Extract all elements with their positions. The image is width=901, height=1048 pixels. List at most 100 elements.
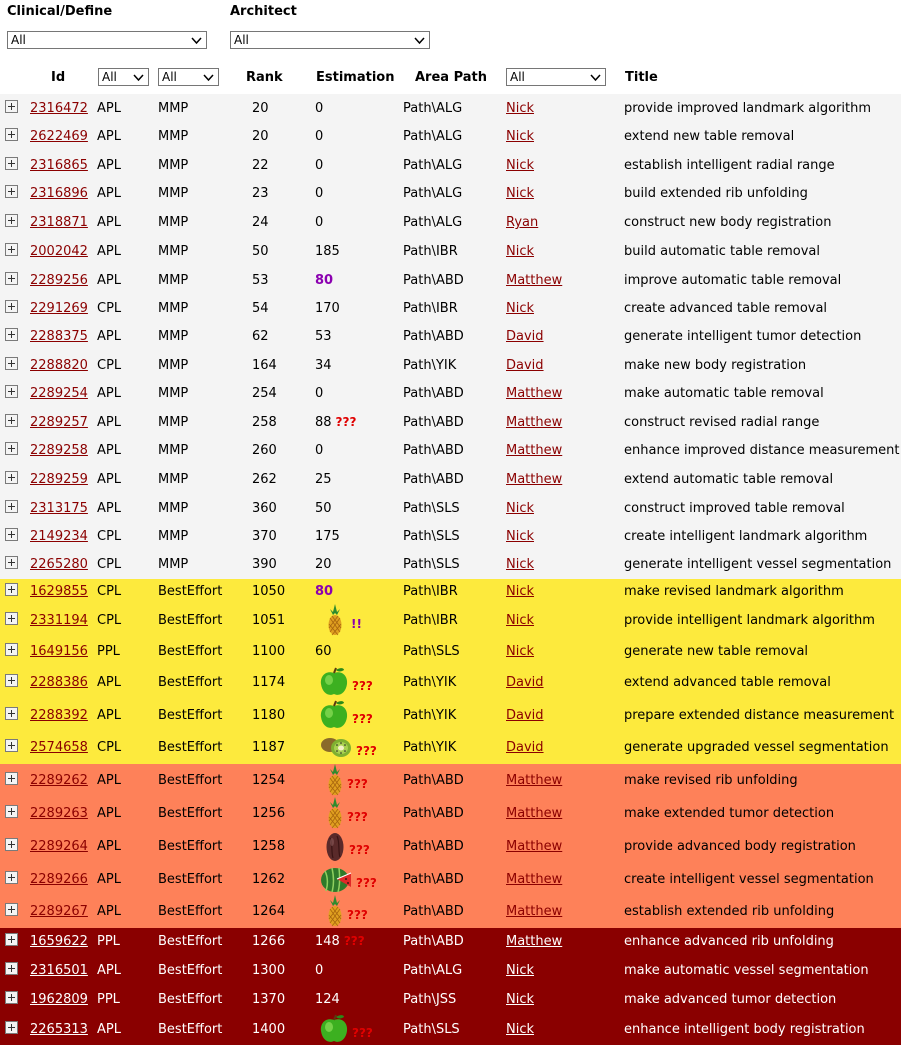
architect-select[interactable]: All — [230, 31, 430, 49]
work-item-id-link[interactable]: 2265280 — [30, 557, 88, 572]
expand-row-icon[interactable] — [5, 385, 18, 398]
expand-row-icon[interactable] — [5, 962, 18, 975]
work-item-id-link[interactable]: 2288392 — [30, 708, 88, 723]
expand-row-icon[interactable] — [5, 414, 18, 427]
expand-row-icon[interactable] — [5, 739, 18, 752]
group-filter-select[interactable]: All — [98, 68, 149, 86]
architect-link[interactable]: Matthew — [506, 806, 563, 821]
architect-link[interactable]: Ryan — [506, 215, 539, 230]
work-item-id-link[interactable]: 2149234 — [30, 529, 88, 544]
expand-row-icon[interactable] — [5, 185, 18, 198]
work-item-id-link[interactable]: 2289262 — [30, 773, 88, 788]
work-item-id-link[interactable]: 2289264 — [30, 839, 88, 854]
work-item-id-link[interactable]: 2289259 — [30, 472, 88, 487]
work-item-id-link[interactable]: 2289267 — [30, 904, 88, 919]
architect-link[interactable]: Nick — [506, 158, 535, 173]
type-filter-select[interactable]: All — [158, 68, 219, 86]
expand-row-icon[interactable] — [5, 612, 18, 625]
work-item-id-link[interactable]: 1629855 — [30, 584, 88, 599]
architect-link[interactable]: Matthew — [506, 934, 563, 949]
architect-link[interactable]: Nick — [506, 644, 535, 659]
architect-link[interactable]: Matthew — [506, 273, 563, 288]
architect-link[interactable]: David — [506, 675, 544, 690]
architect-link[interactable]: Nick — [506, 186, 535, 201]
work-item-id-link[interactable]: 2313175 — [30, 501, 88, 516]
expand-row-icon[interactable] — [5, 157, 18, 170]
work-item-id-link[interactable]: 1659622 — [30, 934, 88, 949]
architect-link[interactable]: Matthew — [506, 904, 563, 919]
expand-row-icon[interactable] — [5, 243, 18, 256]
work-item-id-link[interactable]: 2316472 — [30, 101, 88, 116]
architect-link[interactable]: Matthew — [506, 472, 563, 487]
expand-row-icon[interactable] — [5, 214, 18, 227]
expand-row-icon[interactable] — [5, 500, 18, 513]
expand-row-icon[interactable] — [5, 583, 18, 596]
expand-row-icon[interactable] — [5, 903, 18, 916]
clinical-define-select[interactable]: All — [7, 31, 207, 49]
architect-link[interactable]: Matthew — [506, 872, 563, 887]
expand-row-icon[interactable] — [5, 772, 18, 785]
architect-link[interactable]: David — [506, 708, 544, 723]
work-item-id-link[interactable]: 2316896 — [30, 186, 88, 201]
expand-row-icon[interactable] — [5, 328, 18, 341]
work-item-id-link[interactable]: 2316865 — [30, 158, 88, 173]
work-item-id-link[interactable]: 2002042 — [30, 244, 88, 259]
expand-row-icon[interactable] — [5, 933, 18, 946]
work-item-id-link[interactable]: 2289257 — [30, 415, 88, 430]
expand-row-icon[interactable] — [5, 643, 18, 656]
expand-row-icon[interactable] — [5, 1021, 18, 1034]
expand-row-icon[interactable] — [5, 707, 18, 720]
architect-link[interactable]: Nick — [506, 101, 535, 116]
architect-link[interactable]: Nick — [506, 529, 535, 544]
work-item-id-link[interactable]: 2289266 — [30, 872, 88, 887]
expand-row-icon[interactable] — [5, 991, 18, 1004]
architect-link[interactable]: Nick — [506, 501, 535, 516]
work-item-id-link[interactable]: 2288375 — [30, 329, 88, 344]
work-item-id-link[interactable]: 2622469 — [30, 129, 88, 144]
architect-link[interactable]: Nick — [506, 992, 535, 1007]
work-item-id-link[interactable]: 2289254 — [30, 386, 88, 401]
expand-row-icon[interactable] — [5, 556, 18, 569]
expand-row-icon[interactable] — [5, 272, 18, 285]
architect-link[interactable]: Matthew — [506, 386, 563, 401]
architect-link[interactable]: David — [506, 329, 544, 344]
work-item-id-link[interactable]: 2574658 — [30, 740, 88, 755]
architect-link[interactable]: Matthew — [506, 443, 563, 458]
work-item-id-link[interactable]: 2291269 — [30, 301, 88, 316]
expand-row-icon[interactable] — [5, 471, 18, 484]
architect-link[interactable]: Nick — [506, 963, 535, 978]
expand-row-icon[interactable] — [5, 442, 18, 455]
architect-link[interactable]: Nick — [506, 301, 535, 316]
architect-link[interactable]: Nick — [506, 1022, 535, 1037]
expand-row-icon[interactable] — [5, 528, 18, 541]
architect-link[interactable]: David — [506, 740, 544, 755]
architect-link[interactable]: Matthew — [506, 839, 563, 854]
expand-row-icon[interactable] — [5, 871, 18, 884]
expand-row-icon[interactable] — [5, 805, 18, 818]
expand-row-icon[interactable] — [5, 357, 18, 370]
architect-link[interactable]: Nick — [506, 584, 535, 599]
work-item-id-link[interactable]: 2288820 — [30, 358, 88, 373]
work-item-id-link[interactable]: 2289263 — [30, 806, 88, 821]
work-item-id-link[interactable]: 2265313 — [30, 1022, 88, 1037]
expand-row-icon[interactable] — [5, 300, 18, 313]
expand-row-icon[interactable] — [5, 838, 18, 851]
architect-link[interactable]: Nick — [506, 129, 535, 144]
architect-link[interactable]: Matthew — [506, 415, 563, 430]
work-item-id-link[interactable]: 2318871 — [30, 215, 88, 230]
architect-link[interactable]: Matthew — [506, 773, 563, 788]
architect-link[interactable]: Nick — [506, 557, 535, 572]
work-item-id-link[interactable]: 2289258 — [30, 443, 88, 458]
expand-row-icon[interactable] — [5, 100, 18, 113]
architect-link[interactable]: Nick — [506, 613, 535, 628]
work-item-id-link[interactable]: 2289256 — [30, 273, 88, 288]
architect-link[interactable]: Nick — [506, 244, 535, 259]
architect-column-filter-select[interactable]: All — [506, 68, 606, 86]
architect-link[interactable]: David — [506, 358, 544, 373]
expand-row-icon[interactable] — [5, 674, 18, 687]
work-item-id-link[interactable]: 1962809 — [30, 992, 88, 1007]
work-item-id-link[interactable]: 2316501 — [30, 963, 88, 978]
work-item-id-link[interactable]: 2288386 — [30, 675, 88, 690]
expand-row-icon[interactable] — [5, 128, 18, 141]
work-item-id-link[interactable]: 2331194 — [30, 613, 88, 628]
